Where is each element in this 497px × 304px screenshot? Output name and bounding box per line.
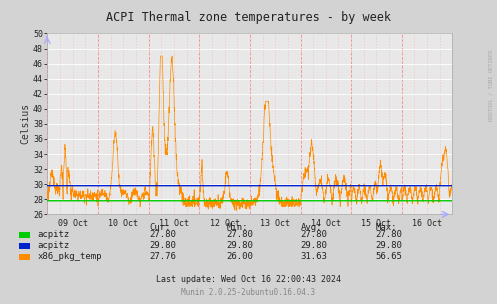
Text: 29.80: 29.80 [226,241,253,250]
Text: 29.80: 29.80 [301,241,328,250]
Text: RRDTOOL / TOBI OETIKER: RRDTOOL / TOBI OETIKER [489,49,494,121]
Text: 26.00: 26.00 [226,252,253,261]
Text: 31.63: 31.63 [301,252,328,261]
Text: acpitz: acpitz [37,230,70,239]
Text: Cur:: Cur: [149,223,170,232]
Text: 29.80: 29.80 [149,241,176,250]
Text: 27.80: 27.80 [301,230,328,239]
Text: Avg:: Avg: [301,223,322,232]
Text: acpitz: acpitz [37,241,70,250]
Text: Max:: Max: [375,223,397,232]
Text: Last update: Wed Oct 16 22:00:43 2024: Last update: Wed Oct 16 22:00:43 2024 [156,275,341,284]
Text: 27.76: 27.76 [149,252,176,261]
Text: x86_pkg_temp: x86_pkg_temp [37,252,102,261]
Text: 56.65: 56.65 [375,252,402,261]
Text: Munin 2.0.25-2ubuntu0.16.04.3: Munin 2.0.25-2ubuntu0.16.04.3 [181,288,316,297]
Text: 27.80: 27.80 [226,230,253,239]
Text: 27.80: 27.80 [375,230,402,239]
Text: ACPI Thermal zone temperatures - by week: ACPI Thermal zone temperatures - by week [106,11,391,24]
Text: Min:: Min: [226,223,248,232]
Text: 27.80: 27.80 [149,230,176,239]
Y-axis label: Celsius: Celsius [20,103,30,144]
Text: 29.80: 29.80 [375,241,402,250]
